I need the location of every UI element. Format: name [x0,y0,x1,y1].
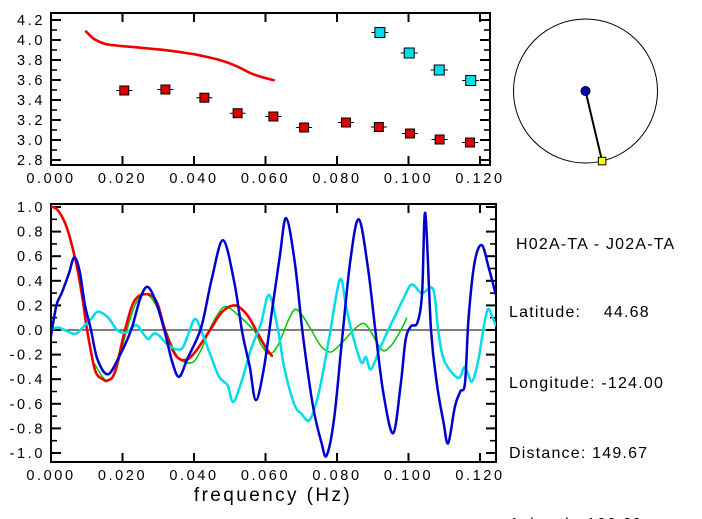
y-tick-label: 0.2 [17,298,45,314]
x-tick-label: 0.000 [26,171,75,187]
y-tick-label: 3.8 [17,53,45,69]
y-tick-label: 0.8 [17,225,45,241]
y-tick-label: -0.4 [10,372,45,388]
red-curve [51,205,274,383]
square-marker [374,27,386,38]
distance-line: Distance: 149.67 [509,445,649,462]
square-marker [433,64,445,76]
y-tick-label: 3.2 [17,113,45,129]
x-tick-label: 0.120 [455,468,504,484]
y-tick-label: 3.6 [17,73,45,89]
series-red-curve [51,205,274,383]
series-red-dispersion-curve [84,30,275,82]
series-red-square-measurements [116,84,478,148]
station-pair-title: H02A-TA - J02A-TA [516,236,676,253]
square-marker [199,92,210,103]
x-tick-label: 0.060 [241,171,290,187]
azimuth-compass [513,18,658,166]
y-tick-label: -0.2 [10,348,45,364]
square-marker [373,122,384,132]
square-marker [232,108,243,119]
compass-circle [513,18,658,164]
phase-velocity-plot: 0.000 0.020 0.040 0.060 0.080 0.100 0.120 2.8 3.… [17,12,504,187]
x-tick-label: 0.000 [26,468,75,484]
x-tick-label: 0.080 [312,171,361,187]
y-tick-label: 0.0 [17,323,45,339]
x-tick-label: 0.020 [98,468,147,484]
y-tick-label: 1.0 [17,200,45,216]
y-tick-label: 4.0 [17,33,45,49]
y-tick-label: -1.0 [10,446,45,462]
square-marker [434,134,445,145]
square-marker [404,128,415,139]
series-cyan-square-measurements [371,27,480,86]
square-marker [464,137,475,148]
station-pair-info: H02A-TA - J02A-TA Latitude: 44.68 Longit… [509,188,675,519]
blue-curve [51,211,496,458]
x-tick-label: 0.060 [241,468,290,484]
azimuth-line [584,90,604,162]
x-tick-label: 0.120 [455,171,504,187]
y-tick-label: 0.4 [17,274,45,290]
square-marker [160,84,171,95]
x-tick-label: 0.080 [312,468,361,484]
square-marker [403,47,415,59]
y-tick-label: -0.8 [10,421,45,437]
remote-station-square [597,156,607,166]
y-tick-label: 2.8 [17,153,45,169]
x-tick-label: 0.040 [169,468,218,484]
center-station-dot [580,86,591,96]
latitude-line: Latitude: 44.68 [509,304,650,321]
correlation-spectrum-plot: 0.000 0.020 0.040 0.060 0.080 0.100 0.120 -1.0 -… [10,200,504,484]
y-tick-label: 3.0 [17,133,45,149]
azimuth-line: Azimuth: 166.69 [509,513,675,519]
x-tick-label: 0.100 [384,171,433,187]
square-marker [268,111,279,122]
square-marker [465,75,477,86]
x-axis-title: frequency (Hz) [194,485,352,506]
x-tick-label: 0.020 [98,171,147,187]
plot-frame [50,12,491,166]
series-blue-curve [51,211,496,458]
square-marker [119,85,130,96]
x-tick-label: 0.100 [384,468,433,484]
longitude-line: Longitude: -124.00 [509,374,665,392]
y-tick-label: 0.6 [17,249,45,265]
y-tick-label: -0.6 [10,397,45,413]
red-dispersion-curve [84,30,275,82]
plot-frame [50,203,497,463]
y-tick-label: 3.4 [17,93,45,109]
x-tick-label: 0.040 [169,171,218,187]
square-marker [299,122,310,133]
square-marker [340,117,351,128]
y-tick-label: 4.2 [17,13,45,29]
